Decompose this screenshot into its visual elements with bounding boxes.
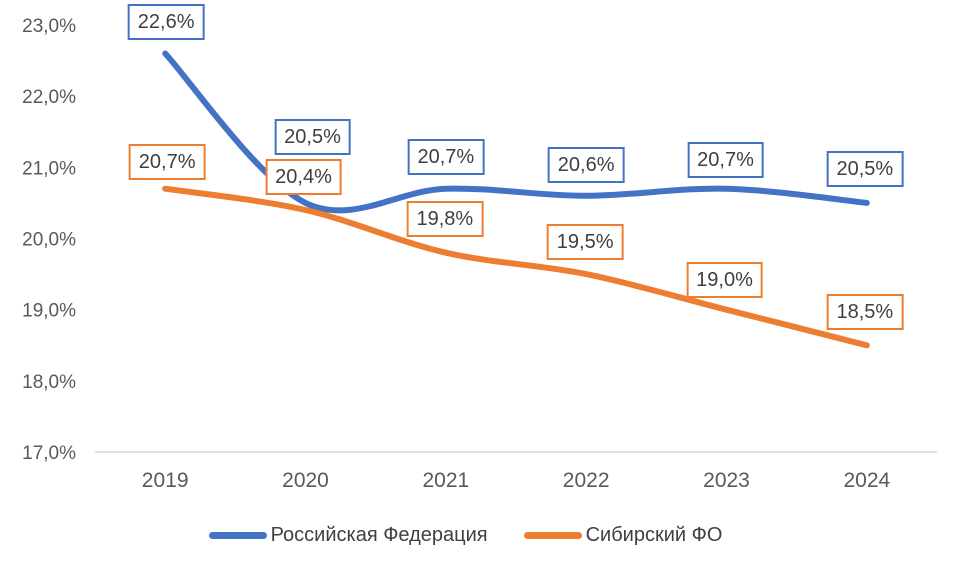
y-axis-tick-label: 22,0% [22,87,76,108]
data-label-sfo-2019: 20,7% [128,143,206,180]
data-label-sfo-2022: 19,5% [546,224,624,261]
x-axis-tick-label: 2024 [843,469,890,492]
x-axis-tick-label: 2021 [422,469,469,492]
data-label-rf-2024: 20,5% [826,150,904,187]
legend-line-swatch-sfo [523,532,582,539]
legend-label-sfo: Сибирский ФО [585,524,723,546]
data-label-sfo-2023: 19,0% [686,261,763,298]
legend-line-swatch-rf [208,532,267,539]
y-axis-tick-label: 21,0% [22,158,76,179]
data-label-sfo-2020: 20,4% [265,159,342,196]
legend-item-rf: Российская Федерация [208,524,488,547]
data-label-rf-2021: 20,7% [407,138,485,175]
series-line-sfo [162,185,870,349]
y-axis-tick-label: 18,0% [22,372,76,393]
x-axis-tick-label: 2020 [282,469,329,492]
x-axis-tick-label: 2022 [563,469,610,492]
data-label-sfo-2021: 19,8% [406,200,484,237]
y-axis-tick-label: 19,0% [22,301,76,322]
data-label-rf-2020: 20,5% [274,118,351,155]
data-label-rf-2023: 20,7% [687,141,764,178]
data-label-sfo-2024: 18,5% [826,294,904,331]
data-label-rf-2022: 20,6% [547,146,625,183]
data-label-rf-2019: 22,6% [127,4,205,41]
legend-label-rf: Российская Федерация [270,524,488,546]
chart-legend: Российская Федерация Сибирский ФО [0,524,945,547]
y-axis-tick-label: 23,0% [22,16,76,37]
legend-item-sfo: Сибирский ФО [523,524,723,547]
x-axis-tick-label: 2023 [703,469,750,492]
x-axis-tick-label: 2019 [142,469,189,492]
y-axis-tick-label: 17,0% [22,443,76,464]
y-axis-tick-label: 20,0% [22,230,76,251]
